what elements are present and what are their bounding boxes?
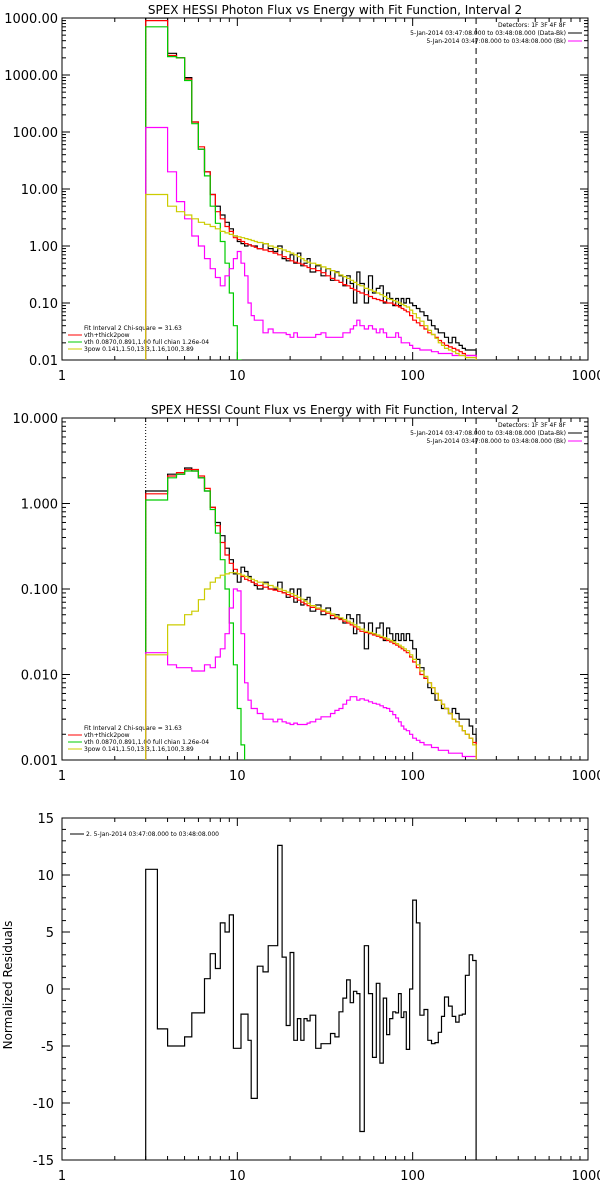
x-tick-label: 1 xyxy=(58,369,66,384)
x-tick-label: 100 xyxy=(400,769,425,784)
legend-entry: Fit Interval 2 Chi-square = 31.63 xyxy=(84,725,182,732)
photon-chart-title: SPEX HESSI Photon Flux vs Energy with Fi… xyxy=(148,3,522,17)
photon-legend-right: Detectors: 1F 3F 4F 8F5-Jan-2014 03:47:0… xyxy=(410,22,582,45)
plot-area xyxy=(145,18,477,360)
legend-entry: Fit Interval 2 Chi-square = 31.63 xyxy=(84,325,182,332)
residuals-legend: 2. 5-Jan-2014 03:47:08.000 to 03:48:08.0… xyxy=(70,831,219,838)
x-tick-label: 1 xyxy=(58,769,66,784)
y-tick-label: 0.010 xyxy=(21,669,58,684)
y-tick-label: 0.10 xyxy=(29,297,58,312)
legend-entry: 3pow 0.141,1.50,13.3,1.16,100,3.89 xyxy=(84,746,194,753)
plot-area xyxy=(145,844,477,1160)
legend-entry: vth 0.0870,0.891,1.00 full chian 1.26e-0… xyxy=(84,739,209,746)
count-flux-panel: SPEX HESSI Count Flux vs Energy with Fit… xyxy=(13,403,600,784)
y-tick-label: -15 xyxy=(33,1154,54,1169)
count-chart-title: SPEX HESSI Count Flux vs Energy with Fit… xyxy=(151,403,519,417)
legend-entry: 5-Jan-2014 03:47:08.000 to 03:48:08.000 … xyxy=(410,430,566,437)
residuals-ylabel: Normalized Residuals xyxy=(1,921,15,1050)
series-line xyxy=(145,18,477,360)
legend-entry: vth 0.0870,0.891,1.00 full chian 1.26e-0… xyxy=(84,339,209,346)
y-tick-label: 10 xyxy=(37,869,54,884)
series-line xyxy=(145,20,477,360)
y-tick-label: 10.000 xyxy=(13,412,59,427)
y-tick-label: 10.00 xyxy=(21,183,58,198)
series-line xyxy=(145,126,477,360)
y-tick-label: 1000.00 xyxy=(4,69,58,84)
y-axis: 10.000 1.000 0.100 0.010 0.001 xyxy=(13,412,588,769)
x-axis: 1 10 100 1000 xyxy=(58,418,600,784)
series-line xyxy=(145,572,477,760)
legend-entry: Detectors: 1F 3F 4F 8F xyxy=(498,422,567,429)
x-tick-label: 1000 xyxy=(571,1169,600,1184)
count-legend-right: Detectors: 1F 3F 4F 8F5-Jan-2014 03:47:0… xyxy=(410,422,582,445)
y-tick-label: 100.00 xyxy=(13,126,59,141)
count-legend-left: Fit Interval 2 Chi-square = 31.63vth+thi… xyxy=(68,725,209,753)
series-line xyxy=(145,844,477,1160)
y-tick-label: 5 xyxy=(46,926,54,941)
x-tick-label: 100 xyxy=(400,1169,425,1184)
series-line xyxy=(145,26,477,360)
x-tick-label: 1 xyxy=(58,1169,66,1184)
photon-legend-left: Fit Interval 2 Chi-square = 31.63vth+thi… xyxy=(68,325,209,353)
y-tick-label: 1.000 xyxy=(21,498,58,513)
legend-entry: Detectors: 1F 3F 4F 8F xyxy=(498,22,567,29)
series-line xyxy=(145,588,477,760)
legend-entry: vth+thick2pow xyxy=(84,732,130,739)
y-tick-label: 0.100 xyxy=(21,583,58,598)
photon-flux-panel: SPEX HESSI Photon Flux vs Energy with Fi… xyxy=(4,3,600,384)
legend-entry: 5-Jan-2014 03:47:08.000 to 03:48:08.000 … xyxy=(426,38,566,45)
plot-frame xyxy=(61,417,589,761)
legend-entry: 2. 5-Jan-2014 03:47:08.000 to 03:48:08.0… xyxy=(86,831,219,838)
y-tick-label: 0.001 xyxy=(21,754,58,769)
x-axis: 1 10 100 1000 xyxy=(58,818,600,1184)
y-tick-label: 1000.00 xyxy=(4,12,58,27)
legend-entry: vth+thick2pow xyxy=(84,332,130,339)
y-axis: 1000.00 1000.00 100.00 10.00 1.00 0.10 0.01 xyxy=(4,12,588,369)
x-tick-label: 10 xyxy=(229,369,246,384)
y-axis: 15 10 5 0 -5 -10 -15 xyxy=(33,812,588,1169)
x-tick-label: 10 xyxy=(229,769,246,784)
y-tick-label: -10 xyxy=(33,1097,54,1112)
legend-entry: 5-Jan-2014 03:47:08.000 to 03:48:08.000 … xyxy=(426,438,566,445)
series-line xyxy=(145,468,477,760)
plot-frame xyxy=(61,17,589,361)
x-tick-label: 1000 xyxy=(571,369,600,384)
x-tick-label: 100 xyxy=(400,369,425,384)
y-tick-label: 0.01 xyxy=(29,354,58,369)
x-tick-label: 1000 xyxy=(571,769,600,784)
legend-entry: 3pow 0.141,1.50,13.3,1.16,100,3.89 xyxy=(84,346,194,353)
x-tick-label: 10 xyxy=(229,1169,246,1184)
y-tick-label: 15 xyxy=(37,812,54,827)
residuals-panel: Normalized Residuals 2. 5-Jan-2014 03:47… xyxy=(1,812,600,1184)
plot-area xyxy=(145,418,477,760)
y-tick-label: -5 xyxy=(41,1040,54,1055)
plot-frame xyxy=(61,817,589,1161)
y-tick-label: 1.00 xyxy=(29,240,58,255)
series-line xyxy=(145,467,477,760)
series-line xyxy=(145,193,477,360)
legend-entry: 5-Jan-2014 03:47:08.000 to 03:48:08.000 … xyxy=(410,30,566,37)
y-tick-label: 0 xyxy=(46,983,54,998)
series-line xyxy=(145,470,477,760)
